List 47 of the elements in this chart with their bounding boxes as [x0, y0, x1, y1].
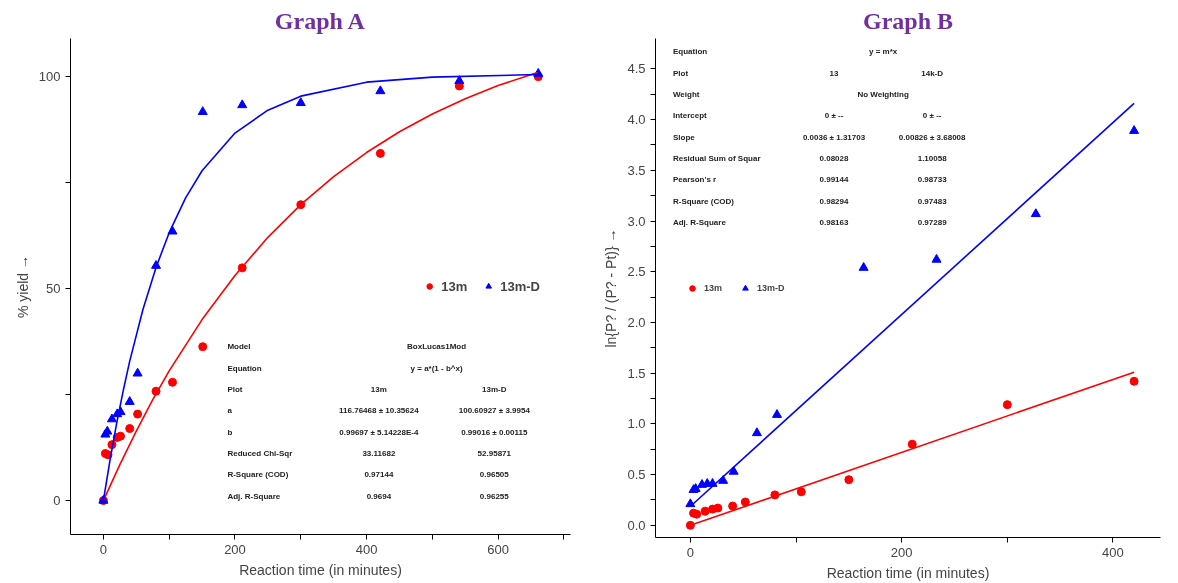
x-tick-label: 400	[355, 541, 378, 557]
legend-label: 13m	[704, 282, 723, 293]
text: Plot 13 14k-D	[672, 68, 944, 78]
text: b 0.99697 ± 5.14228E-4 0.99016 ± 0.00115	[227, 427, 528, 437]
y-tick-label: 0.5	[627, 467, 646, 483]
text: Pearson's r 0.99144 0.98733	[672, 175, 947, 185]
x-tick-label: 600	[487, 541, 509, 557]
chart-title: Graph A	[274, 7, 366, 34]
x-tick-label: 0	[686, 544, 694, 560]
x-tick-label: 200	[890, 544, 913, 560]
chart-title: Graph B	[862, 7, 954, 34]
y-tick-label: 3.5	[627, 162, 646, 178]
text: Slope 0.0036 ± 1.31703 0.00826 ± 3.68008	[672, 132, 966, 142]
text: a 116.76468 ± 10.35624 100.60927 ± 3.9954	[227, 406, 530, 416]
text: Plot 13m 13m-D	[227, 384, 507, 394]
y-tick-label: 0	[53, 493, 61, 509]
y-tick-label: 50	[46, 281, 61, 297]
x-axis-title: Reaction time (in minutes)	[826, 564, 990, 581]
text: Adj. R-Square 0.9694 0.96255	[227, 491, 509, 501]
x-axis-title: Reaction time (in minutes)	[239, 561, 402, 578]
text: R-Square (COD) 0.97144 0.96505	[227, 470, 509, 480]
text: Adj. R-Square 0.98163 0.97289	[672, 217, 947, 227]
text: Intercept 0 ± -- 0 ± --	[672, 111, 942, 121]
x-tick-label: 400	[1102, 544, 1124, 560]
legend-label: 13m-D	[500, 278, 540, 294]
y-tick-label: 1.0	[627, 416, 646, 432]
y-tick-label: 1.5	[627, 365, 646, 381]
y-axis-title: ln{P? / (P? - Pt)} →	[603, 228, 620, 348]
text: Reduced Chi-Sqr 33.11682 52.95871	[227, 448, 511, 458]
text: R-Square (COD) 0.98294 0.97483	[672, 196, 947, 206]
y-tick-label: 2.5	[627, 264, 646, 280]
y-tick-label: 2.0	[627, 314, 646, 330]
y-tick-label: 4.5	[627, 61, 646, 77]
text: Residual Sum of Squar 0.08028 1.10058	[672, 153, 947, 163]
y-tick-label: 4.0	[627, 112, 646, 128]
x-tick-label: 0	[99, 541, 108, 557]
x-tick-label: 200	[224, 541, 246, 557]
y-tick-label: 100	[38, 69, 61, 85]
legend-label: 13m	[441, 278, 468, 294]
y-tick-label: 0.0	[627, 517, 646, 533]
text: Weight No Weighting	[672, 89, 909, 99]
legend-label: 13m-D	[757, 282, 785, 293]
text: Equation y = a*(1 - b^x)	[227, 363, 463, 373]
text: Model BoxLucas1Mod	[227, 342, 467, 352]
text: Equation y = m*x	[672, 47, 898, 57]
y-axis-title: % yield →	[14, 254, 31, 319]
y-tick-label: 3.0	[627, 213, 646, 229]
